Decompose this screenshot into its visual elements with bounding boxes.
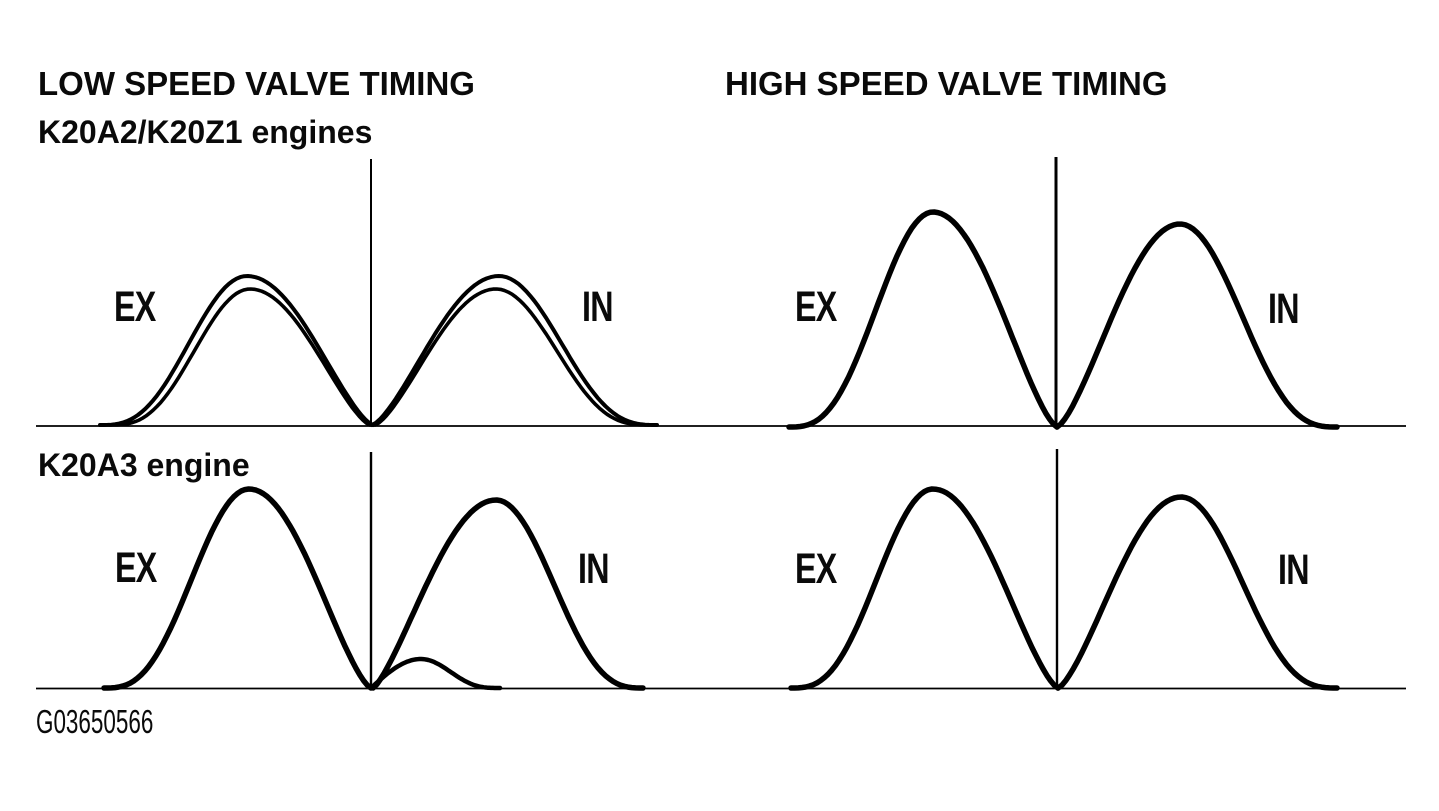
k20a3-intake-low-lift-lobe — [368, 656, 503, 691]
k20a3-intake-label: IN — [578, 545, 610, 593]
high-speed-top-exhaust-lobe — [786, 209, 1060, 430]
low-speed-exhaust-lobe-inner — [108, 287, 372, 427]
low-speed-exhaust-label: EX — [114, 283, 156, 331]
k20a3-intake-high-lobe — [370, 497, 646, 691]
high-speed-bottom-intake-label: IN — [1278, 546, 1310, 594]
figure-code: G03650566 — [36, 703, 154, 740]
high-speed-top-intake-lobe — [1054, 221, 1340, 430]
high-speed-top-exhaust-label: EX — [795, 283, 837, 331]
high-speed-bottom-exhaust-label: EX — [795, 545, 837, 593]
low-speed-intake-label: IN — [582, 283, 614, 331]
k20a3-exhaust-label: EX — [115, 544, 157, 592]
engine-label-k20a3: K20A3 engine — [38, 447, 250, 483]
low-speed-exhaust-lobe-outer — [98, 274, 375, 427]
low-speed-intake-lobe-outer — [370, 274, 659, 427]
high-speed-title: HIGH SPEED VALVE TIMING — [725, 65, 1168, 102]
high-speed-bottom-intake-lobe — [1055, 494, 1340, 691]
engine-label-k20a2-k20z1: K20A2/K20Z1 engines — [38, 114, 373, 150]
high-speed-bottom-exhaust-lobe — [788, 486, 1061, 691]
low-speed-intake-lobe-inner — [373, 287, 651, 427]
k20a3-exhaust-lobe — [101, 486, 374, 691]
low-speed-title: LOW SPEED VALVE TIMING — [38, 65, 475, 102]
high-speed-top-intake-label: IN — [1268, 285, 1300, 333]
